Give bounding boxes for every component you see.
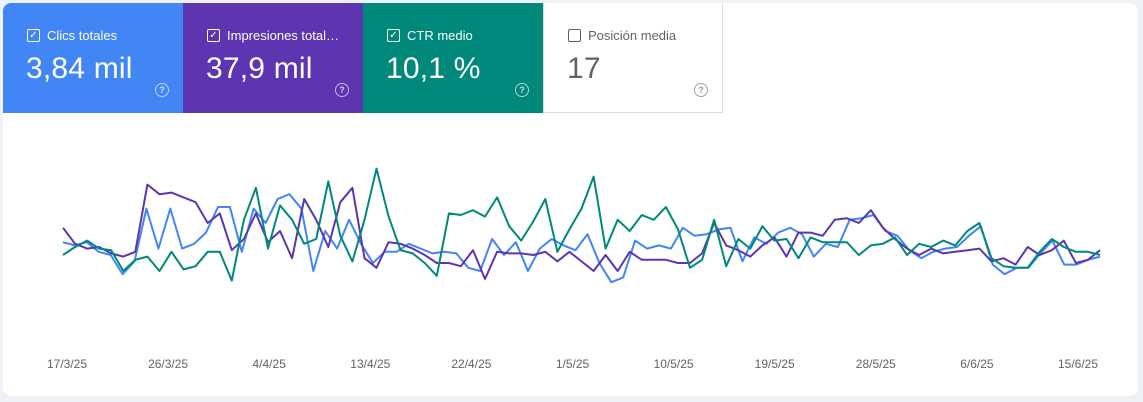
x-tick-label: 6/6/25 bbox=[960, 357, 994, 371]
help-icon[interactable]: ? bbox=[155, 83, 169, 97]
metric-tiles: ✓ Clics totales 3,84 mil ? ✓ Impresiones… bbox=[3, 3, 723, 113]
checkbox-checked-icon[interactable]: ✓ bbox=[387, 29, 400, 42]
metric-label: Posición media bbox=[588, 28, 677, 43]
series-line-1 bbox=[62, 183, 1101, 280]
help-icon[interactable]: ? bbox=[694, 83, 708, 97]
x-tick-label: 10/5/25 bbox=[654, 357, 694, 371]
metric-label: Impresiones total… bbox=[227, 28, 339, 43]
series-line-0 bbox=[62, 193, 1101, 284]
x-tick-label: 1/5/25 bbox=[556, 357, 590, 371]
metric-value: 37,9 mil bbox=[206, 52, 313, 85]
help-icon[interactable]: ? bbox=[335, 83, 349, 97]
metric-value: 10,1 % bbox=[386, 52, 481, 85]
x-tick-label: 17/3/25 bbox=[47, 357, 87, 371]
metric-tile-ctr[interactable]: ✓ CTR medio 10,1 % ? bbox=[363, 3, 543, 113]
checkbox-checked-icon[interactable]: ✓ bbox=[27, 29, 40, 42]
performance-card: ✓ Clics totales 3,84 mil ? ✓ Impresiones… bbox=[3, 3, 1138, 396]
metric-tile-position[interactable]: Posición media 17 ? bbox=[543, 3, 723, 113]
help-icon[interactable]: ? bbox=[515, 83, 529, 97]
x-tick-label: 4/4/25 bbox=[253, 357, 287, 371]
x-tick-label: 22/4/25 bbox=[451, 357, 491, 371]
metric-tile-clicks[interactable]: ✓ Clics totales 3,84 mil ? bbox=[3, 3, 183, 113]
x-tick-label: 28/5/25 bbox=[856, 357, 896, 371]
metric-label: Clics totales bbox=[47, 28, 118, 43]
x-tick-label: 19/5/25 bbox=[755, 357, 795, 371]
metric-tile-impressions[interactable]: ✓ Impresiones total… 37,9 mil ? bbox=[183, 3, 363, 113]
metric-value: 17 bbox=[567, 52, 601, 85]
checkbox-unchecked-icon[interactable] bbox=[568, 29, 581, 42]
metric-label: CTR medio bbox=[407, 28, 473, 43]
x-tick-label: 15/6/25 bbox=[1058, 357, 1098, 371]
checkbox-checked-icon[interactable]: ✓ bbox=[207, 29, 220, 42]
x-tick-label: 26/3/25 bbox=[148, 357, 188, 371]
metric-value: 3,84 mil bbox=[26, 52, 133, 85]
series-line-2 bbox=[62, 167, 1101, 282]
performance-line-chart[interactable]: 17/3/25 26/3/25 4/4/25 13/4/25 22/4/25 1/5/25… bbox=[3, 3, 1138, 396]
x-tick-label: 13/4/25 bbox=[350, 357, 390, 371]
